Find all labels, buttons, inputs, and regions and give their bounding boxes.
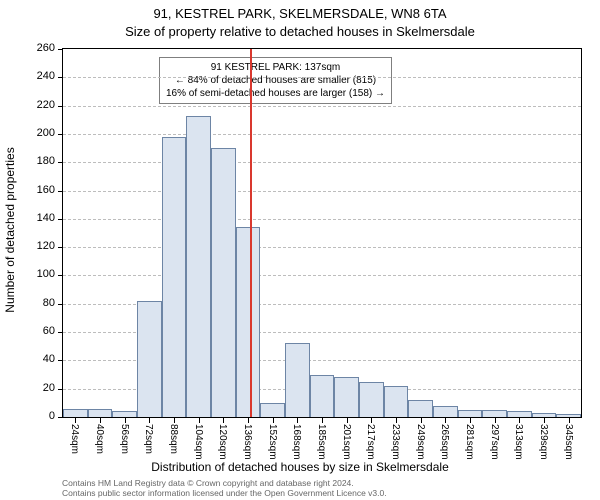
plot-area: 91 KESTREL PARK: 137sqm ← 84% of detache… bbox=[62, 48, 582, 418]
histogram-bar bbox=[310, 375, 335, 417]
histogram-bar bbox=[186, 116, 211, 417]
histogram-bar bbox=[63, 409, 88, 417]
footnote-line1: Contains HM Land Registry data © Crown c… bbox=[62, 478, 354, 488]
histogram-bar bbox=[285, 343, 310, 417]
chart-container: 91, KESTREL PARK, SKELMERSDALE, WN8 6TA … bbox=[0, 0, 600, 500]
histogram-bar bbox=[260, 403, 285, 417]
histogram-bar bbox=[137, 301, 162, 417]
gridline bbox=[63, 247, 581, 248]
gridline bbox=[63, 191, 581, 192]
histogram-bar bbox=[458, 410, 483, 417]
histogram-bar bbox=[482, 410, 507, 417]
histogram-bar bbox=[211, 148, 236, 417]
histogram-bar bbox=[162, 137, 187, 417]
histogram-bar bbox=[384, 386, 409, 417]
histogram-bar bbox=[88, 409, 113, 417]
footnote-line2: Contains public sector information licen… bbox=[62, 488, 387, 498]
gridline bbox=[63, 219, 581, 220]
annotation-box: 91 KESTREL PARK: 137sqm ← 84% of detache… bbox=[159, 57, 392, 104]
histogram-bar bbox=[556, 414, 581, 417]
annotation-line3: 16% of semi-detached houses are larger (… bbox=[166, 87, 385, 100]
annotation-line1: 91 KESTREL PARK: 137sqm bbox=[166, 61, 385, 74]
x-axis-label: Distribution of detached houses by size … bbox=[0, 460, 600, 474]
marker-line bbox=[250, 49, 252, 417]
y-axis-label: Number of detached properties bbox=[3, 147, 17, 312]
chart-title-line2: Size of property relative to detached ho… bbox=[0, 24, 600, 39]
gridline bbox=[63, 77, 581, 78]
histogram-bar bbox=[507, 411, 532, 417]
gridline bbox=[63, 162, 581, 163]
histogram-bar bbox=[433, 406, 458, 417]
gridline bbox=[63, 134, 581, 135]
histogram-bar bbox=[408, 400, 433, 417]
histogram-bar bbox=[112, 411, 137, 417]
annotation-line2: ← 84% of detached houses are smaller (81… bbox=[166, 74, 385, 87]
gridline bbox=[63, 275, 581, 276]
gridline bbox=[63, 106, 581, 107]
histogram-bar bbox=[359, 382, 384, 417]
chart-title-line1: 91, KESTREL PARK, SKELMERSDALE, WN8 6TA bbox=[0, 6, 600, 21]
histogram-bar bbox=[236, 227, 261, 417]
histogram-bar bbox=[334, 377, 359, 417]
histogram-bar bbox=[532, 413, 557, 417]
